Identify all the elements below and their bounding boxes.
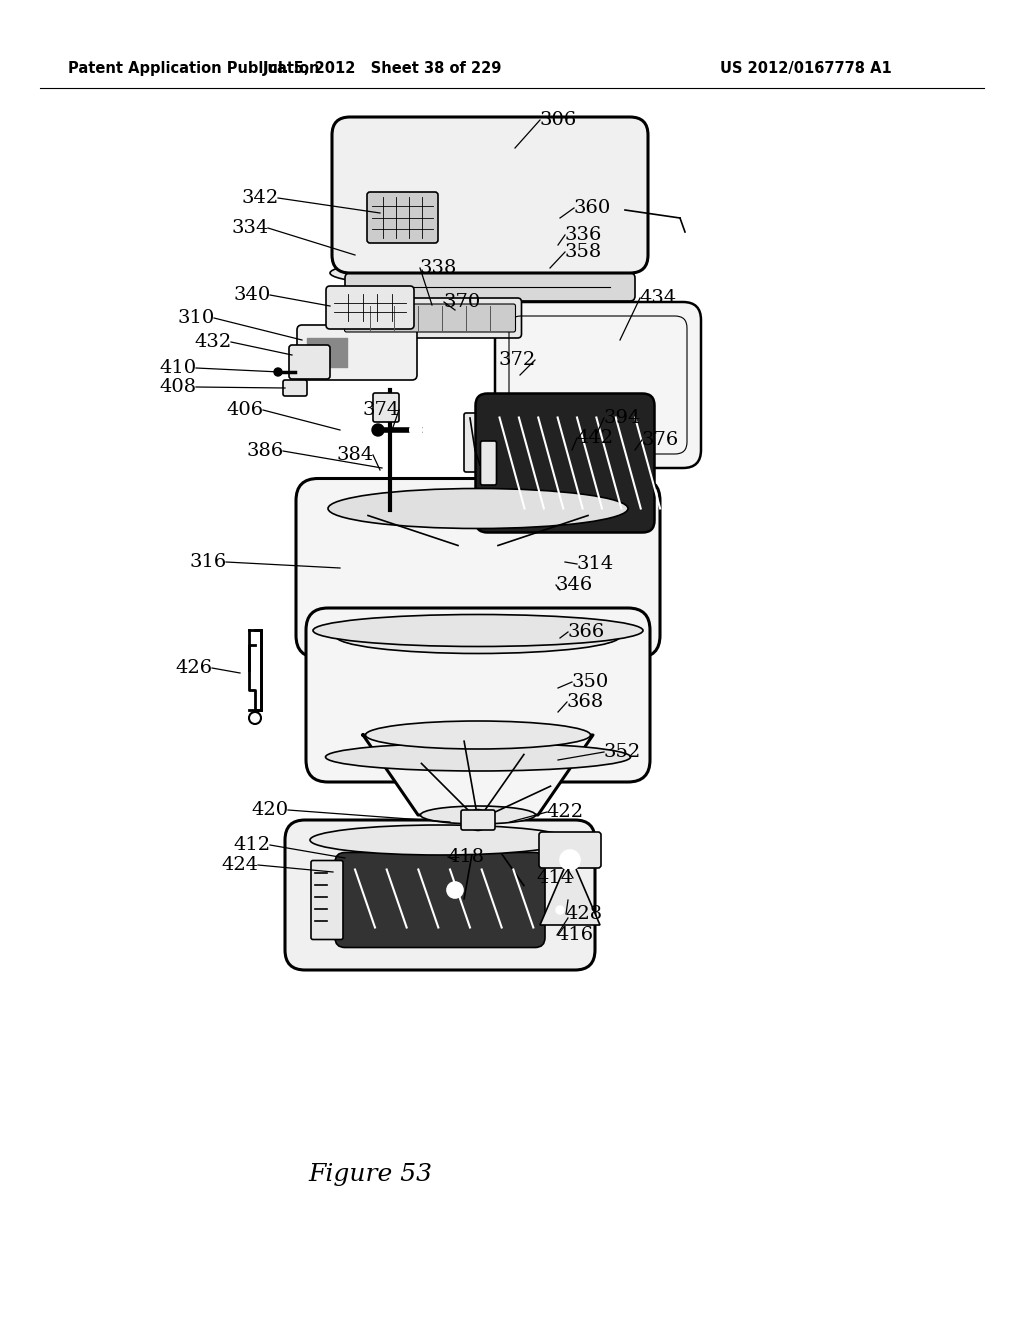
Text: 420: 420 xyxy=(252,801,289,818)
FancyBboxPatch shape xyxy=(464,413,483,473)
Text: 386: 386 xyxy=(247,442,284,459)
Text: 370: 370 xyxy=(443,293,480,312)
Text: 372: 372 xyxy=(499,351,536,370)
Text: 368: 368 xyxy=(566,693,603,711)
FancyBboxPatch shape xyxy=(296,479,660,657)
FancyBboxPatch shape xyxy=(332,117,648,273)
Circle shape xyxy=(410,424,422,436)
FancyBboxPatch shape xyxy=(306,609,650,781)
Text: 366: 366 xyxy=(567,623,604,642)
FancyBboxPatch shape xyxy=(345,273,635,301)
Text: 408: 408 xyxy=(160,378,197,396)
FancyBboxPatch shape xyxy=(461,810,495,830)
Text: 338: 338 xyxy=(419,259,457,277)
FancyBboxPatch shape xyxy=(344,304,515,333)
FancyBboxPatch shape xyxy=(285,820,595,970)
Text: 418: 418 xyxy=(447,847,484,866)
Text: 314: 314 xyxy=(577,554,613,573)
Circle shape xyxy=(447,882,463,898)
Text: 358: 358 xyxy=(564,243,602,261)
Polygon shape xyxy=(362,735,593,814)
FancyBboxPatch shape xyxy=(480,441,497,484)
Ellipse shape xyxy=(310,825,570,855)
Circle shape xyxy=(372,424,384,436)
FancyBboxPatch shape xyxy=(373,393,399,422)
Text: 412: 412 xyxy=(233,836,270,854)
Text: 416: 416 xyxy=(556,927,594,944)
Circle shape xyxy=(556,906,564,913)
FancyBboxPatch shape xyxy=(289,345,330,379)
Text: 350: 350 xyxy=(571,673,608,690)
Text: 340: 340 xyxy=(233,286,270,304)
Text: 352: 352 xyxy=(603,743,641,762)
FancyBboxPatch shape xyxy=(335,853,545,948)
Text: 410: 410 xyxy=(160,359,197,378)
FancyBboxPatch shape xyxy=(367,191,438,243)
Text: 442: 442 xyxy=(577,429,613,447)
FancyBboxPatch shape xyxy=(539,832,601,869)
FancyBboxPatch shape xyxy=(313,611,643,669)
Text: 310: 310 xyxy=(177,309,215,327)
Text: 374: 374 xyxy=(362,401,399,418)
FancyBboxPatch shape xyxy=(297,325,417,380)
Text: 346: 346 xyxy=(555,576,593,594)
Text: 414: 414 xyxy=(537,869,573,887)
Text: Patent Application Publication: Patent Application Publication xyxy=(68,61,319,75)
Text: 434: 434 xyxy=(639,289,677,308)
Text: 336: 336 xyxy=(564,226,602,244)
FancyBboxPatch shape xyxy=(326,286,414,329)
Text: 428: 428 xyxy=(565,906,602,923)
Text: 316: 316 xyxy=(189,553,226,572)
Text: 334: 334 xyxy=(231,219,268,238)
FancyBboxPatch shape xyxy=(283,380,307,396)
Text: 394: 394 xyxy=(603,409,641,426)
Text: Figure 53: Figure 53 xyxy=(308,1163,432,1187)
FancyBboxPatch shape xyxy=(475,393,654,532)
Circle shape xyxy=(474,816,482,824)
Text: 306: 306 xyxy=(540,111,577,129)
Text: 342: 342 xyxy=(242,189,279,207)
FancyBboxPatch shape xyxy=(339,298,521,338)
Ellipse shape xyxy=(421,807,536,824)
Ellipse shape xyxy=(330,257,630,288)
Text: US 2012/0167778 A1: US 2012/0167778 A1 xyxy=(720,61,892,75)
Text: 426: 426 xyxy=(175,659,213,677)
Text: 432: 432 xyxy=(195,333,231,351)
Ellipse shape xyxy=(326,743,631,771)
Text: Jul. 5, 2012   Sheet 38 of 229: Jul. 5, 2012 Sheet 38 of 229 xyxy=(262,61,502,75)
Text: 376: 376 xyxy=(641,432,679,449)
Text: 384: 384 xyxy=(336,446,374,465)
FancyBboxPatch shape xyxy=(495,302,701,469)
Text: 422: 422 xyxy=(547,803,584,821)
FancyBboxPatch shape xyxy=(311,861,343,940)
Ellipse shape xyxy=(336,619,621,653)
Circle shape xyxy=(274,368,282,376)
Ellipse shape xyxy=(328,488,628,528)
Circle shape xyxy=(560,850,580,870)
Polygon shape xyxy=(540,855,600,925)
Text: 424: 424 xyxy=(221,855,259,874)
Ellipse shape xyxy=(343,630,613,649)
Ellipse shape xyxy=(366,721,591,748)
Text: 406: 406 xyxy=(226,401,263,418)
Ellipse shape xyxy=(313,615,643,647)
Text: 360: 360 xyxy=(573,199,610,216)
